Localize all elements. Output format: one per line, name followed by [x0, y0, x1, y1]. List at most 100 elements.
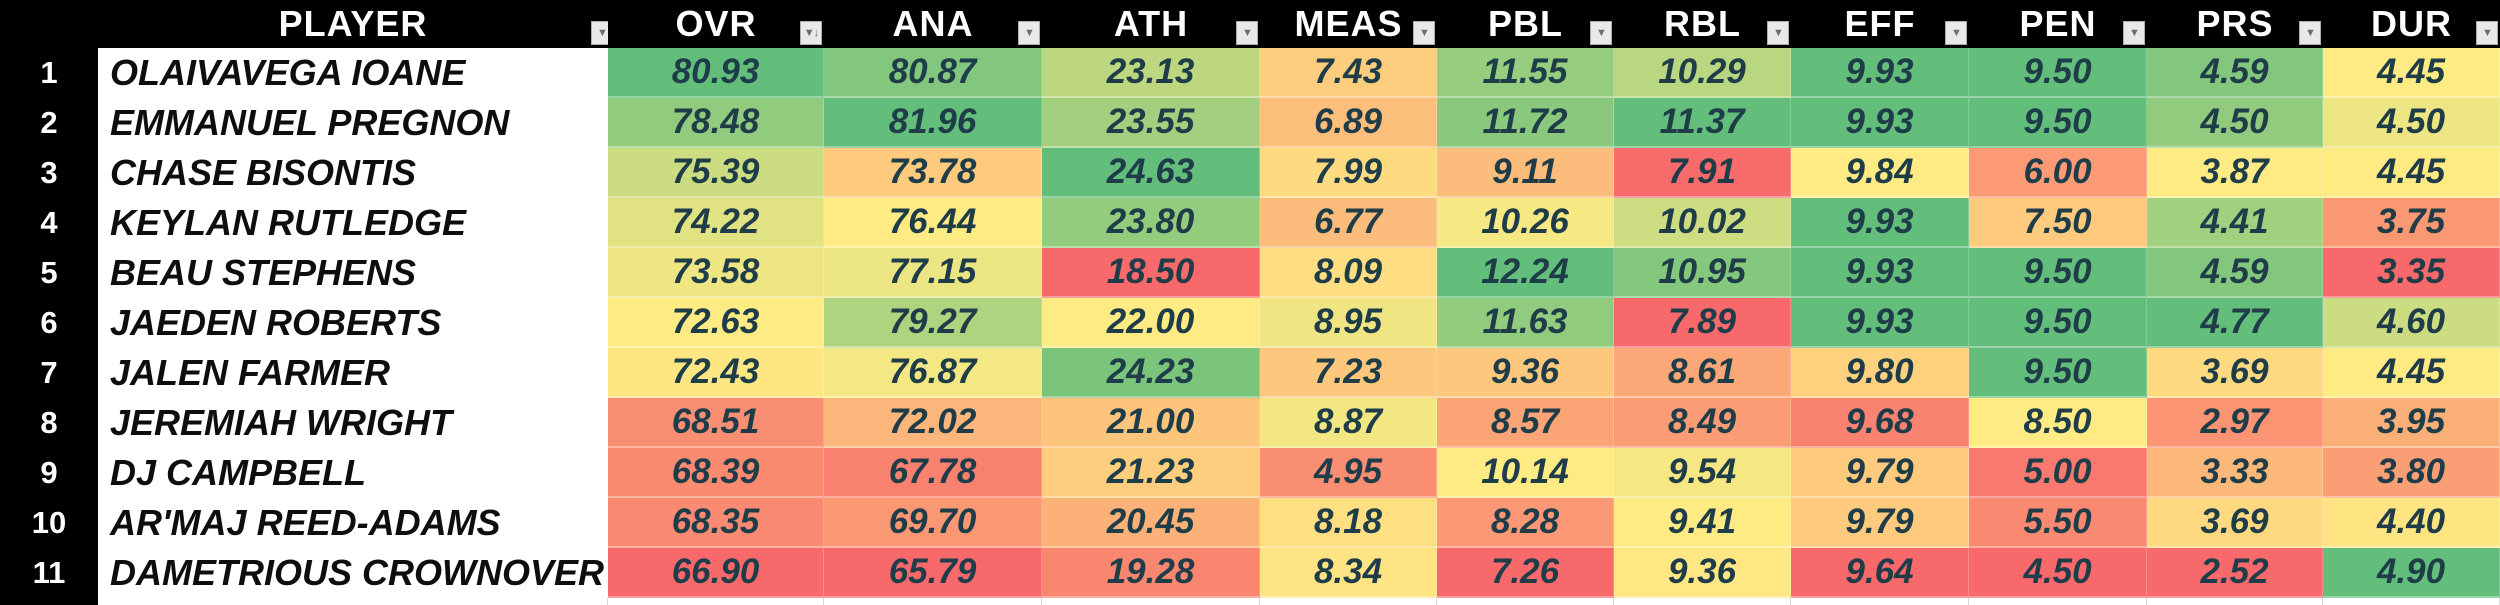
stat-cell-ovr[interactable]: 78.48 — [608, 98, 824, 148]
stat-cell-ath[interactable]: 18.50 — [1042, 248, 1260, 298]
stat-cell-meas[interactable]: 6.77 — [1260, 198, 1437, 248]
stat-cell-rbl[interactable]: 7.91 — [1614, 148, 1791, 198]
player-name-cell[interactable]: BEAU STEPHENS — [98, 248, 608, 298]
stat-cell-pen[interactable]: 8.50 — [1969, 398, 2147, 448]
player-name-cell[interactable]: CHASE BISONTIS — [98, 148, 608, 198]
row-number[interactable]: 9 — [0, 448, 98, 498]
stat-cell-eff[interactable]: 9.93 — [1791, 248, 1969, 298]
filter-icon-prs[interactable]: ▼ — [2299, 21, 2321, 45]
row-number[interactable]: 6 — [0, 298, 98, 348]
stat-cell-eff[interactable]: 9.68 — [1791, 398, 1969, 448]
filter-icon-meas[interactable]: ▼ — [1413, 21, 1435, 45]
stat-cell-ovr[interactable]: 68.51 — [608, 398, 824, 448]
stat-cell-pbl[interactable]: 9.36 — [1437, 348, 1614, 398]
row-number[interactable]: 11 — [0, 548, 98, 598]
player-name-cell[interactable]: OLAIVAVEGA IOANE — [98, 48, 608, 98]
stat-cell-eff[interactable]: 9.93 — [1791, 198, 1969, 248]
stat-cell-ovr[interactable]: 74.22 — [608, 198, 824, 248]
stat-cell-dur[interactable]: 4.40 — [2323, 498, 2500, 548]
row-number[interactable]: 4 — [0, 198, 98, 248]
stat-cell-ana[interactable]: 79.27 — [824, 298, 1042, 348]
stat-cell-ana[interactable]: 69.70 — [824, 498, 1042, 548]
stat-cell-pbl[interactable]: 10.26 — [1437, 198, 1614, 248]
stat-cell-pbl[interactable]: 11.72 — [1437, 98, 1614, 148]
stat-cell-prs[interactable]: 3.69 — [2147, 498, 2323, 548]
stat-cell-pbl[interactable]: 11.55 — [1437, 48, 1614, 98]
stat-cell-meas[interactable]: 4.95 — [1260, 448, 1437, 498]
filter-icon-ath[interactable]: ▼ — [1236, 21, 1258, 45]
stat-cell-eff[interactable]: 9.93 — [1791, 48, 1969, 98]
stat-cell-prs[interactable]: 4.41 — [2147, 198, 2323, 248]
stat-cell-ath[interactable]: 19.28 — [1042, 548, 1260, 598]
stat-cell-ovr[interactable]: 68.35 — [608, 498, 824, 548]
stat-cell-eff[interactable]: 9.93 — [1791, 98, 1969, 148]
stat-cell-ath[interactable]: 23.80 — [1042, 198, 1260, 248]
stat-cell-ovr[interactable]: 75.39 — [608, 148, 824, 198]
stat-cell-prs[interactable]: 4.77 — [2147, 298, 2323, 348]
filter-icon-pen[interactable]: ▼ — [2123, 21, 2145, 45]
filter-icon-dur[interactable]: ▼ — [2476, 21, 2498, 45]
stat-cell-meas[interactable]: 7.23 — [1260, 348, 1437, 398]
stat-cell-dur[interactable]: 4.45 — [2323, 348, 2500, 398]
stat-cell-pen[interactable]: 9.50 — [1969, 348, 2147, 398]
stat-cell-dur[interactable]: 4.60 — [2323, 298, 2500, 348]
stat-cell-eff[interactable]: 9.79 — [1791, 498, 1969, 548]
stat-cell-rbl[interactable]: 11.37 — [1614, 98, 1791, 148]
row-number[interactable]: 3 — [0, 148, 98, 198]
stat-cell-ath[interactable]: 24.23 — [1042, 348, 1260, 398]
stat-cell-ana[interactable]: 80.87 — [824, 48, 1042, 98]
stat-cell-dur[interactable]: 3.80 — [2323, 448, 2500, 498]
stat-cell-rbl[interactable]: 7.89 — [1614, 298, 1791, 348]
row-number[interactable]: 8 — [0, 398, 98, 448]
stat-cell-rbl[interactable]: 10.95 — [1614, 248, 1791, 298]
stat-cell-ath[interactable]: 20.45 — [1042, 498, 1260, 548]
stat-cell-pen[interactable]: 9.50 — [1969, 98, 2147, 148]
row-number[interactable]: 2 — [0, 98, 98, 148]
stat-cell-dur[interactable]: 4.45 — [2323, 48, 2500, 98]
filter-icon-ana[interactable]: ▼ — [1018, 21, 1040, 45]
row-number[interactable]: 7 — [0, 348, 98, 398]
row-number[interactable]: 10 — [0, 498, 98, 548]
row-number[interactable]: 5 — [0, 248, 98, 298]
stat-cell-ana[interactable]: 73.78 — [824, 148, 1042, 198]
stat-cell-meas[interactable]: 8.09 — [1260, 248, 1437, 298]
stat-cell-ovr[interactable]: 68.39 — [608, 448, 824, 498]
stat-cell-prs[interactable]: 2.52 — [2147, 548, 2323, 598]
stat-cell-ana[interactable]: 67.78 — [824, 448, 1042, 498]
filter-icon-eff[interactable]: ▼ — [1945, 21, 1967, 45]
stat-cell-rbl[interactable]: 10.29 — [1614, 48, 1791, 98]
stat-cell-rbl[interactable]: 9.36 — [1614, 548, 1791, 598]
stat-cell-dur[interactable]: 3.35 — [2323, 248, 2500, 298]
stat-cell-dur[interactable]: 4.45 — [2323, 148, 2500, 198]
stat-cell-ana[interactable]: 76.87 — [824, 348, 1042, 398]
stat-cell-ovr[interactable]: 66.90 — [608, 548, 824, 598]
stat-cell-eff[interactable]: 9.93 — [1791, 298, 1969, 348]
stat-cell-ana[interactable]: 77.15 — [824, 248, 1042, 298]
stat-cell-dur[interactable]: 3.95 — [2323, 398, 2500, 448]
stat-cell-eff[interactable]: 9.79 — [1791, 448, 1969, 498]
player-name-cell[interactable]: DAMETRIOUS CROWNOVER — [98, 548, 608, 598]
stat-cell-pen[interactable]: 9.50 — [1969, 248, 2147, 298]
stat-cell-pbl[interactable]: 10.14 — [1437, 448, 1614, 498]
stat-cell-eff[interactable]: 9.80 — [1791, 348, 1969, 398]
stat-cell-dur[interactable]: 4.90 — [2323, 548, 2500, 598]
player-name-cell[interactable]: AR'MAJ REED-ADAMS — [98, 498, 608, 548]
player-name-cell[interactable]: JAEDEN ROBERTS — [98, 298, 608, 348]
stat-cell-prs[interactable]: 4.59 — [2147, 248, 2323, 298]
stat-cell-ath[interactable]: 22.00 — [1042, 298, 1260, 348]
stat-cell-dur[interactable]: 4.50 — [2323, 98, 2500, 148]
stat-cell-ovr[interactable]: 80.93 — [608, 48, 824, 98]
player-name-cell[interactable]: JALEN FARMER — [98, 348, 608, 398]
filter-icon-pbl[interactable]: ▼ — [1590, 21, 1612, 45]
stat-cell-pen[interactable]: 9.50 — [1969, 298, 2147, 348]
player-name-cell[interactable]: KEYLAN RUTLEDGE — [98, 198, 608, 248]
stat-cell-ath[interactable]: 21.00 — [1042, 398, 1260, 448]
player-name-cell[interactable]: EMMANUEL PREGNON — [98, 98, 608, 148]
stat-cell-rbl[interactable]: 8.61 — [1614, 348, 1791, 398]
stat-cell-pen[interactable]: 4.50 — [1969, 548, 2147, 598]
player-name-cell[interactable]: JEREMIAH WRIGHT — [98, 398, 608, 448]
stat-cell-ovr[interactable]: 73.58 — [608, 248, 824, 298]
stat-cell-meas[interactable]: 7.43 — [1260, 48, 1437, 98]
stat-cell-pbl[interactable]: 8.28 — [1437, 498, 1614, 548]
stat-cell-meas[interactable]: 6.89 — [1260, 98, 1437, 148]
